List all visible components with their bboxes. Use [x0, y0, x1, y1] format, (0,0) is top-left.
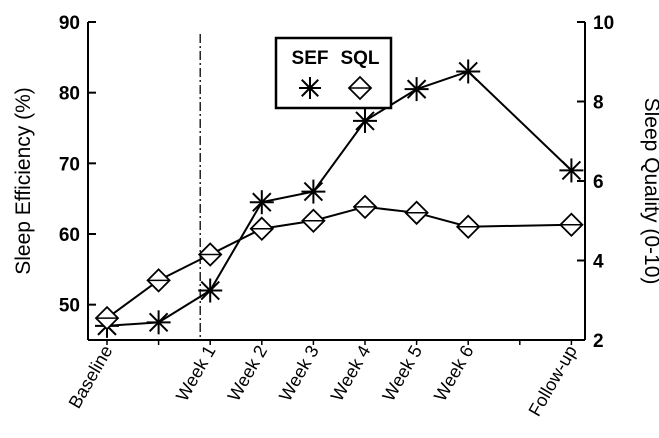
- x-tick-label: Week 4: [327, 342, 375, 405]
- x-tick-label: Week 5: [378, 342, 426, 405]
- series-line-sef: [106, 70, 573, 327]
- series-line-sql: [106, 205, 572, 319]
- right-tick-label: 10: [593, 13, 614, 34]
- right-tick-label: 8: [593, 93, 604, 114]
- data-point-sql: [559, 212, 584, 237]
- x-tick-label: Week 6: [430, 342, 478, 405]
- legend-box: [274, 36, 393, 110]
- x-tick-label: Baseline: [65, 342, 117, 412]
- data-point-sef: [456, 59, 481, 84]
- left-tick-label: 50: [59, 296, 80, 317]
- data-point-sef: [146, 310, 171, 335]
- data-point-sql: [455, 214, 481, 239]
- marks: [94, 59, 584, 338]
- left-axis-title: Sleep Efficiency (%): [12, 87, 35, 275]
- x-tick-label: Week 2: [224, 342, 272, 405]
- right-tick-label: 2: [593, 331, 604, 352]
- right-axis-title: Sleep Quality (0-10): [640, 98, 659, 285]
- x-tick-label: Week 3: [275, 342, 323, 405]
- data-point-sef: [353, 108, 377, 133]
- right-tick-label: 6: [593, 172, 604, 193]
- data-point-sef: [249, 190, 274, 215]
- data-point-sef: [559, 158, 584, 183]
- data-point-sef: [301, 179, 326, 204]
- left-tick-label: 60: [59, 225, 80, 246]
- left-tick-label: 70: [59, 154, 80, 175]
- data-point-sql: [249, 216, 275, 241]
- legend-label: SEF: [292, 48, 329, 69]
- data-point-sql: [352, 194, 378, 220]
- legend-marker-asterisk: [299, 77, 321, 99]
- data-point-sql: [404, 200, 429, 226]
- left-tick-label: 80: [59, 84, 80, 105]
- legend: SEF SQL: [274, 36, 393, 110]
- right-tick-label: 4: [593, 252, 604, 273]
- legend-label: SQL: [340, 48, 379, 69]
- data-point-sef: [198, 278, 223, 303]
- data-point-sql: [197, 242, 223, 267]
- data-point-sql: [94, 305, 120, 331]
- data-point-sql: [146, 268, 171, 293]
- left-tick-label: 90: [59, 13, 80, 34]
- data-point-sef: [404, 77, 429, 102]
- x-tick-label: Week 1: [172, 342, 220, 405]
- x-tick-label: Follow-up: [525, 342, 581, 420]
- legend-marker-diamond: [347, 75, 373, 101]
- data-point-sql: [301, 208, 326, 234]
